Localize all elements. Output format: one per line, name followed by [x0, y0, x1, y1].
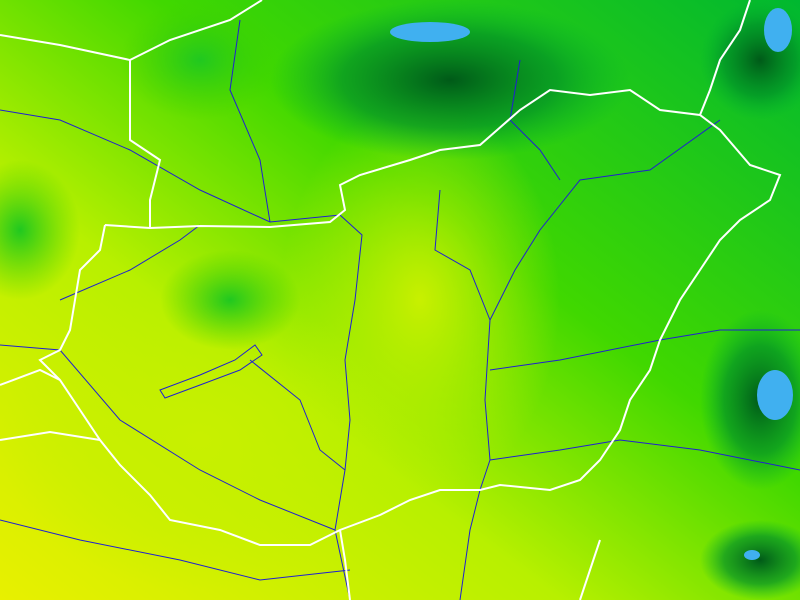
river-sio: [249, 359, 346, 471]
river-sava: [0, 519, 351, 581]
country-borders: [0, 0, 782, 600]
border-romania: [579, 539, 601, 600]
border-ukraine: [699, 0, 751, 116]
river-maros: [489, 439, 800, 471]
border-czech: [129, 0, 263, 61]
border-austria-slovakia: [0, 34, 162, 228]
river-drava: [0, 344, 336, 531]
snow-peaks: [390, 8, 793, 560]
river-zagyva: [434, 189, 491, 321]
lake-balaton: [159, 344, 263, 399]
border-croatia: [0, 430, 101, 441]
border-serbia: [339, 529, 351, 600]
river-hernad: [509, 59, 561, 181]
border-hungary: [38, 88, 782, 546]
river-north: [229, 19, 271, 223]
border-slovenia: [0, 368, 61, 386]
river-raba: [59, 224, 201, 301]
